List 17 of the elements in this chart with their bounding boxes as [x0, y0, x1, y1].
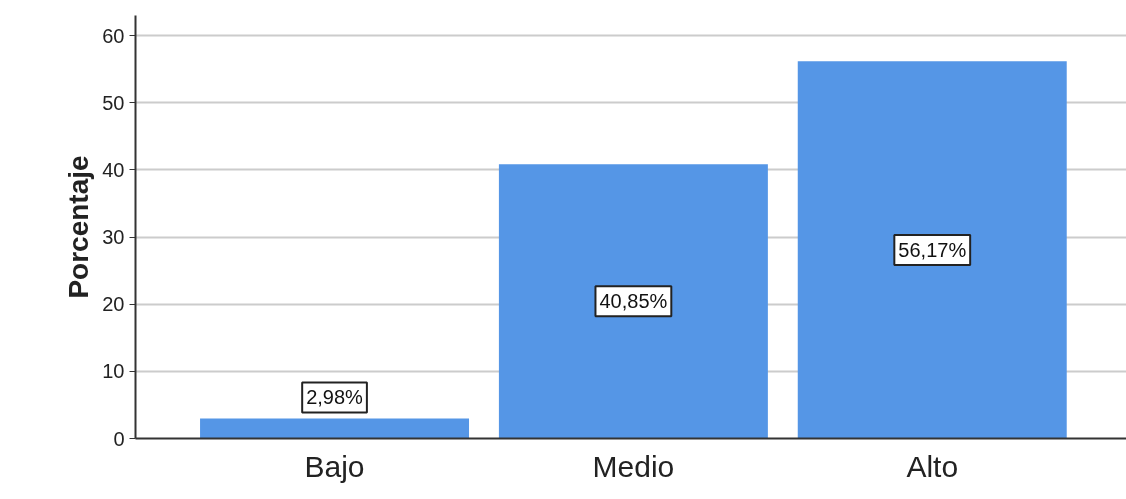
bar: [797, 61, 1067, 439]
bar: [498, 164, 768, 439]
y-tick-label: 50: [102, 91, 125, 114]
x-tick-label: Alto: [906, 449, 959, 483]
y-tick-label: 20: [102, 293, 125, 316]
y-tick-label: 60: [102, 24, 125, 47]
data-label: 40,85%: [599, 290, 668, 313]
y-tick-label: 10: [102, 360, 125, 383]
y-tick-label: 30: [102, 226, 125, 249]
x-tick-label: Bajo: [304, 449, 365, 483]
data-label: 2,98%: [306, 386, 364, 409]
data-label: 56,17%: [898, 238, 967, 261]
bar: [200, 418, 470, 439]
y-tick-label: 40: [102, 158, 125, 181]
x-tick-label: Medio: [592, 449, 675, 483]
y-tick-label: 0: [113, 427, 125, 450]
y-axis-title: Porcentaje: [63, 155, 95, 299]
